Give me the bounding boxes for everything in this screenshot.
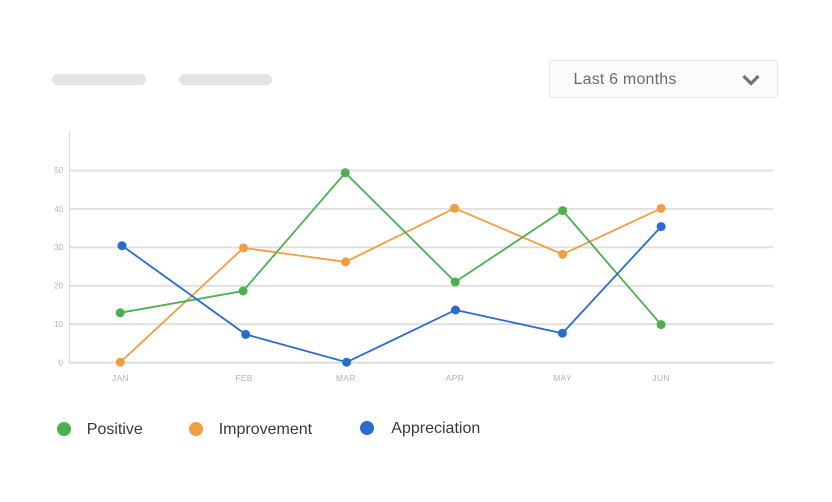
svg-text:30: 30 xyxy=(54,243,63,252)
svg-text:JUN: JUN xyxy=(652,373,669,383)
svg-text:APR: APR xyxy=(446,373,464,383)
svg-text:FEB: FEB xyxy=(235,373,252,383)
svg-text:20: 20 xyxy=(54,282,63,291)
svg-text:40: 40 xyxy=(54,205,63,214)
svg-text:10: 10 xyxy=(54,320,63,329)
svg-text:MAR: MAR xyxy=(336,373,356,383)
svg-text:JAN: JAN xyxy=(112,373,129,383)
svg-text:0: 0 xyxy=(59,359,64,368)
svg-text:50: 50 xyxy=(54,166,63,175)
svg-text:MAY: MAY xyxy=(553,373,572,383)
